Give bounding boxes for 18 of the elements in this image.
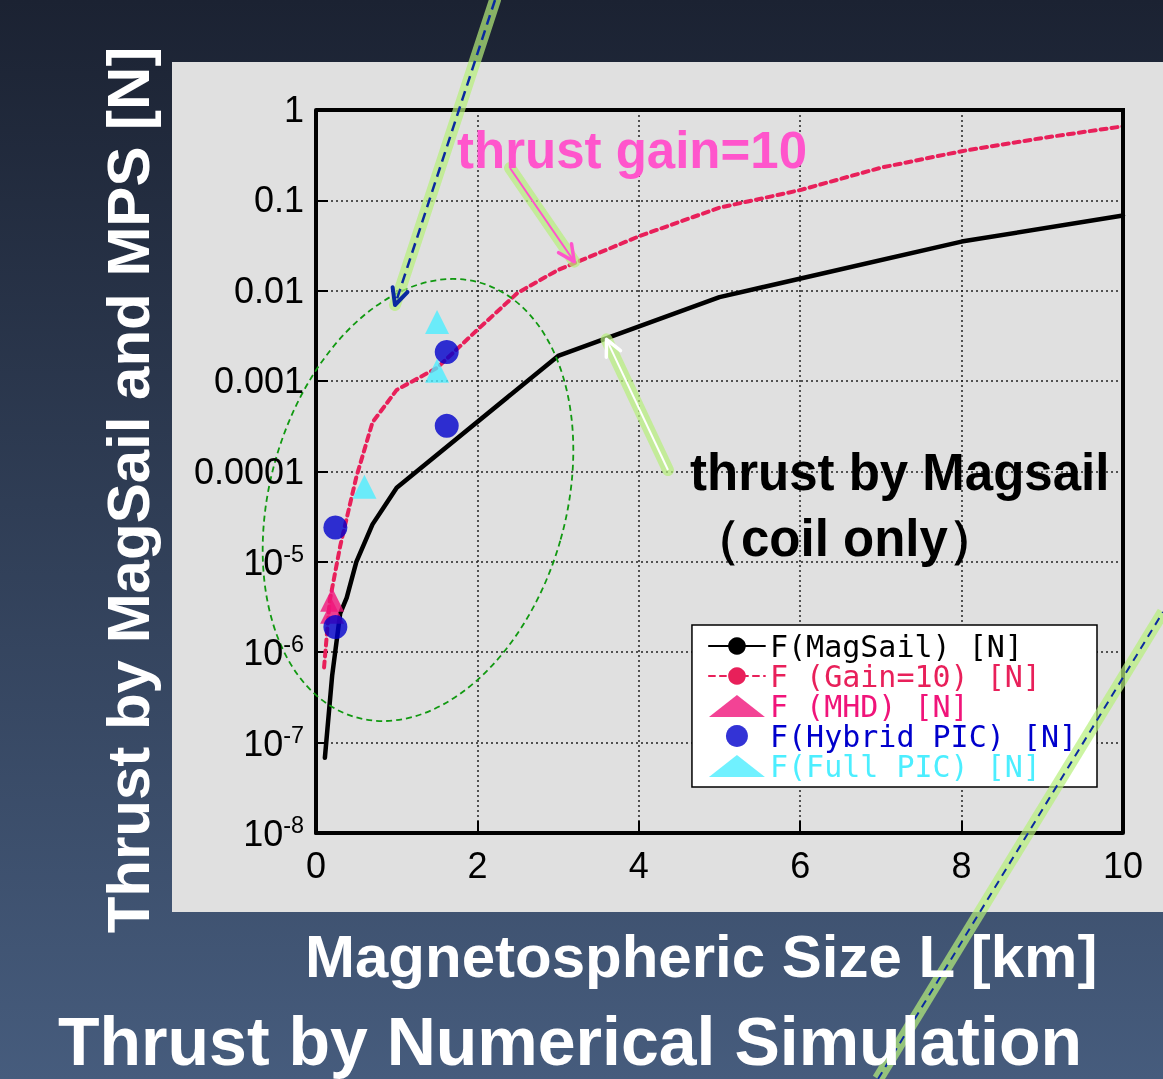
x-tick-label: 0 [305, 844, 327, 886]
y-tick-label: 1 [283, 89, 304, 130]
x-tick-label: 8 [951, 844, 972, 886]
annotation: thrust gain=10 [457, 121, 808, 181]
y-tick-label: 10$^{-7}$ [243, 721, 304, 764]
x-tick-label: 4 [628, 844, 649, 886]
y-tick-label: 10$^{-6}$ [243, 631, 304, 674]
y-tick-label: 10$^{-8}$ [243, 812, 304, 854]
x-tick-label: 6 [790, 844, 811, 886]
annotation: thrust by Magsail （coil only） [690, 443, 1110, 570]
y-tick-label: 0.1 [253, 179, 304, 221]
y-tick-label: 0.001 [213, 360, 304, 402]
x-tick-label: 2 [467, 844, 488, 886]
y-axis-title: Thrust by MagSail and MPS [N] [93, 46, 163, 934]
y-tick-label: 0.01 [233, 269, 304, 311]
y-tick-label: 0.0001 [193, 450, 304, 492]
y-tick-label: 10$^{-5}$ [243, 540, 304, 583]
x-tick-label: 10 [1102, 844, 1144, 886]
